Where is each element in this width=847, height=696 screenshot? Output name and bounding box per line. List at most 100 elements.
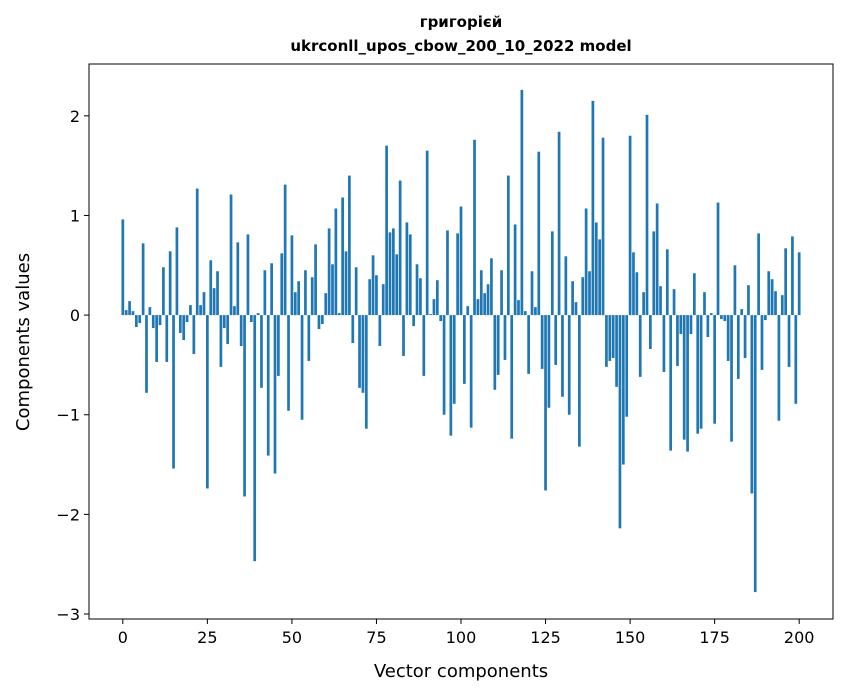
bar — [266, 315, 270, 456]
bar — [791, 236, 794, 316]
bar — [682, 315, 686, 440]
bar — [797, 252, 801, 316]
bar — [713, 315, 716, 424]
bar — [767, 271, 771, 316]
bar — [419, 278, 422, 316]
bar — [709, 313, 713, 316]
bar — [506, 175, 510, 316]
bar — [175, 227, 179, 316]
bar — [256, 313, 260, 316]
bar — [459, 206, 463, 316]
bar — [770, 279, 774, 316]
bar — [435, 280, 439, 316]
bar — [236, 242, 240, 316]
bar — [253, 315, 257, 562]
bar — [554, 315, 558, 365]
bar — [659, 286, 662, 316]
bar — [189, 305, 192, 316]
bar — [209, 260, 213, 316]
bar — [621, 315, 625, 465]
bar — [500, 270, 503, 316]
bar — [337, 313, 341, 316]
bar — [649, 315, 652, 349]
bar — [740, 309, 744, 316]
bar — [344, 251, 348, 316]
bar — [219, 315, 223, 367]
bar — [425, 150, 429, 316]
bar — [327, 228, 331, 316]
bar — [591, 100, 595, 316]
x-tick-label: 25 — [197, 628, 217, 647]
bar — [222, 315, 226, 329]
x-tick-label: 175 — [699, 628, 730, 647]
bar — [239, 315, 243, 346]
bar — [530, 271, 534, 316]
bar — [402, 315, 405, 356]
x-tick-label: 200 — [784, 628, 815, 647]
bar — [385, 145, 388, 316]
bar — [185, 315, 189, 323]
x-tick-label: 125 — [530, 628, 561, 647]
y-tick-label: 1 — [70, 206, 80, 225]
bar — [716, 202, 720, 316]
bar — [331, 264, 334, 316]
bar — [320, 315, 324, 325]
bar — [141, 243, 145, 316]
bar — [588, 271, 591, 316]
bar — [476, 299, 480, 316]
bar — [777, 315, 781, 421]
bar — [412, 315, 416, 327]
bar — [537, 151, 541, 316]
bar — [145, 315, 148, 393]
bar — [723, 315, 727, 322]
bar — [172, 315, 175, 469]
bar — [490, 258, 493, 316]
bar — [243, 315, 246, 497]
bar — [581, 277, 585, 316]
bar — [503, 315, 507, 360]
bar — [415, 264, 419, 316]
bar — [439, 315, 443, 322]
y-tick-label: 0 — [70, 306, 80, 325]
bar — [199, 305, 202, 316]
bar — [567, 315, 571, 415]
x-tick-label: 50 — [282, 628, 302, 647]
bar — [273, 315, 277, 474]
bar — [442, 315, 446, 415]
bar — [486, 284, 490, 316]
bar — [422, 315, 426, 376]
bar — [155, 315, 158, 362]
bar — [128, 301, 131, 316]
bar — [229, 194, 233, 316]
bar — [571, 281, 574, 316]
bar — [351, 315, 355, 343]
bar — [638, 315, 642, 377]
x-axis-label: Vector components — [374, 661, 548, 682]
x-tick-label: 0 — [118, 628, 128, 647]
bar — [469, 315, 473, 428]
bar — [246, 234, 250, 316]
bar — [124, 310, 128, 316]
bar — [368, 279, 372, 316]
bar — [665, 249, 669, 316]
bar — [334, 208, 338, 316]
bar — [324, 293, 328, 316]
y-tick-label: −2 — [56, 505, 80, 524]
bar — [263, 270, 267, 316]
bars-group — [121, 89, 801, 593]
bar — [557, 131, 561, 316]
x-tick-label: 150 — [615, 628, 646, 647]
bar — [280, 253, 284, 316]
bar — [750, 315, 754, 494]
bar — [645, 114, 649, 316]
bar — [290, 235, 294, 316]
bar — [496, 315, 500, 375]
bar — [757, 233, 760, 316]
bar — [720, 315, 723, 320]
bar — [706, 315, 710, 338]
bar — [138, 315, 142, 324]
bar — [446, 230, 449, 316]
bar — [601, 137, 605, 316]
bar — [635, 272, 639, 316]
